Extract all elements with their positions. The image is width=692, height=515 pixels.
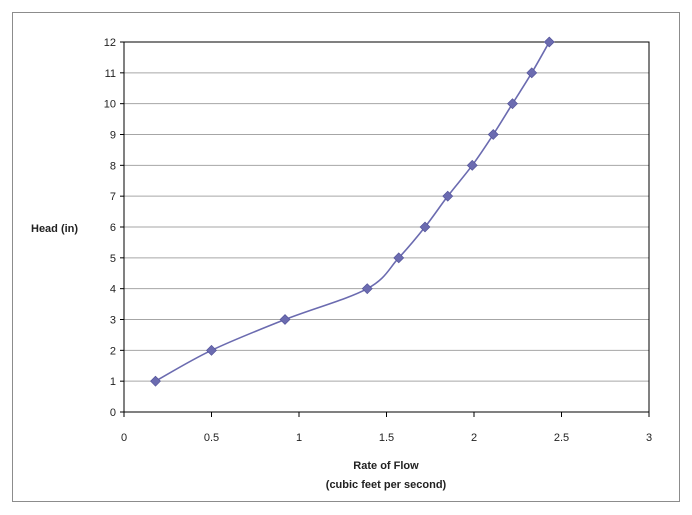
data-point-marker — [419, 221, 431, 233]
x-axis-title-line-1: Rate of Flow — [353, 460, 419, 472]
x-tick-label: 2.5 — [554, 432, 569, 444]
data-point-marker — [206, 344, 217, 356]
data-point-marker — [487, 129, 499, 140]
data-point-marker — [442, 190, 454, 202]
y-tick-label: 5 — [110, 253, 116, 265]
x-tick-label: 1.5 — [379, 432, 394, 444]
y-tick-label: 0 — [110, 407, 116, 419]
x-tick-label: 2 — [471, 432, 477, 444]
y-tick-label: 12 — [104, 37, 116, 49]
y-tick-label: 7 — [110, 191, 116, 203]
data-point-marker — [393, 252, 405, 264]
x-axis-title-line-2: (cubic feet per second) — [326, 479, 447, 491]
y-tick-label: 6 — [110, 222, 116, 234]
data-point-marker — [507, 98, 518, 110]
gridlines — [124, 72, 649, 382]
series-line — [155, 41, 550, 382]
x-tick-label: 0.5 — [204, 432, 219, 444]
y-tick-label: 9 — [110, 130, 116, 142]
y-axis-title: Head (in) — [31, 223, 78, 235]
data-point-marker — [543, 36, 555, 48]
y-tick-label: 4 — [110, 284, 116, 296]
chart-frame — [12, 12, 680, 502]
x-tick-label: 0 — [121, 432, 127, 444]
y-tick-label: 8 — [110, 160, 116, 172]
y-tick-label: 1 — [110, 376, 116, 388]
y-tick-label: 2 — [110, 345, 116, 357]
data-point-marker — [361, 283, 373, 295]
x-tick-label: 1 — [296, 432, 302, 444]
data-point-marker — [526, 67, 538, 79]
y-tick-label: 11 — [105, 68, 116, 80]
x-axis: 0 0.5 1 1.5 2 2.5 3 — [121, 412, 652, 444]
data-point-marker — [279, 314, 291, 325]
data-point-marker — [466, 159, 478, 171]
y-tick-label: 3 — [110, 315, 116, 327]
data-points — [150, 36, 555, 387]
y-tick-label: 10 — [104, 99, 116, 111]
x-tick-label: 3 — [646, 432, 652, 444]
data-point-marker — [150, 375, 161, 387]
